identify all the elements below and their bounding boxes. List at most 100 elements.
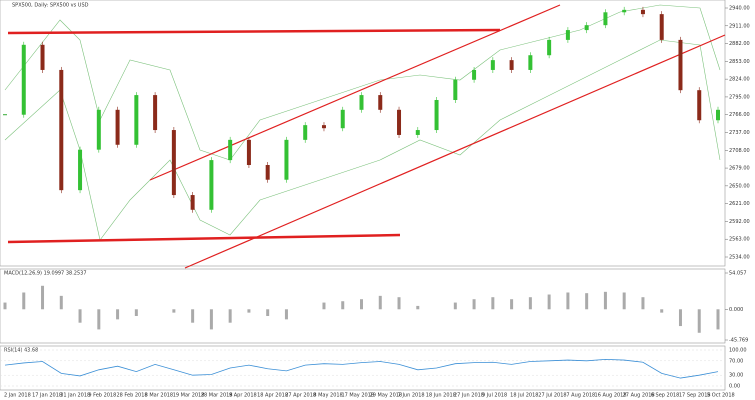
date-label: 17 May 2018: [341, 393, 374, 399]
macd-bar: [22, 292, 26, 310]
macd-bar: [472, 299, 476, 310]
date-label: 9 Jul 2018: [482, 393, 507, 399]
price-tick-label: 2824.00: [729, 77, 750, 83]
candle: [321, 125, 326, 129]
candle: [190, 195, 195, 210]
date-label: 17 Jan 2018: [32, 393, 62, 399]
rsi-tick-label: 0.00: [729, 384, 740, 390]
macd-bar: [547, 294, 551, 310]
macd-bar: [378, 295, 382, 310]
date-label: 18 Jul 2018: [510, 393, 538, 399]
rsi-panel: [0, 345, 726, 391]
macd-bar: [678, 309, 682, 327]
price-tick-label: 2592.00: [729, 219, 750, 225]
price-tick-label: 2679.00: [729, 166, 750, 172]
candle: [716, 109, 720, 121]
date-label: 7 Jun 2018: [398, 393, 425, 399]
date-label: 7 Aug 2018: [566, 393, 595, 399]
date-label: 8 May 2018: [313, 393, 342, 399]
macd-bar: [360, 299, 363, 310]
date-label: 28 Mar 2018: [201, 393, 233, 399]
date-label: 2 Jan 2018: [4, 393, 31, 399]
candle: [678, 39, 683, 91]
macd-tick-label: 0.000: [729, 307, 743, 313]
date-label: 5 Oct 2018: [707, 393, 735, 399]
candle: [359, 95, 364, 110]
candle: [659, 14, 664, 40]
candle: [697, 90, 702, 121]
date-label: 19 Mar 2018: [173, 393, 205, 399]
macd-bar: [491, 297, 495, 310]
candle: [303, 125, 308, 140]
rsi-label: RSI(14) 43.68: [4, 348, 38, 354]
date-label: 27 Jul 2018: [538, 393, 566, 399]
macd-bar: [416, 305, 420, 310]
macd-bar: [566, 292, 570, 310]
candle: [622, 9, 627, 13]
date-label: 6 Sep 2018: [651, 393, 680, 399]
date-label: 17 Sep 2018: [679, 393, 711, 399]
candle: [378, 95, 383, 110]
date-label: 16 Aug 2018: [595, 393, 627, 399]
channel-lower: [184, 34, 726, 269]
candle: [153, 95, 158, 131]
macd-bar: [603, 291, 607, 310]
candle: [265, 165, 270, 180]
date-label: 8 Mar 2018: [145, 393, 174, 399]
price-panel: [0, 0, 726, 267]
macd-bar: [59, 295, 63, 310]
price-tick-label: 2737.00: [729, 130, 750, 136]
macd-bar: [453, 302, 457, 310]
candle: [209, 160, 214, 210]
date-label: 9 Apr 2018: [229, 393, 257, 399]
candle: [284, 139, 289, 180]
macd-bar: [191, 309, 195, 323]
rsi-line: [4, 358, 719, 379]
macd-tick-label: -45.769: [729, 338, 748, 344]
macd-bar: [660, 309, 664, 313]
macd-bar: [247, 309, 251, 313]
date-label: 27 Apr 2018: [285, 393, 316, 399]
candle: [171, 130, 176, 196]
candle: [472, 69, 477, 80]
macd-bar: [622, 292, 626, 310]
candle: [415, 130, 420, 135]
candle: [397, 109, 402, 135]
date-label: 18 Jun 2018: [426, 393, 456, 399]
candle: [40, 44, 45, 70]
price-tick-label: 2882.00: [729, 41, 750, 47]
price-tick-label: 2911.00: [729, 23, 750, 29]
support-line: [7, 233, 401, 244]
macd-bar: [78, 309, 82, 323]
candle: [340, 109, 345, 129]
date-label: 28 Feb 2018: [116, 393, 147, 399]
date-label: 18 Apr 2018: [257, 393, 288, 399]
candle: [547, 39, 552, 56]
candle: [228, 139, 233, 161]
price-tick-label: 2853.00: [729, 59, 750, 65]
macd-label: MACD(12,26,9) 19.0997 38.2537: [4, 271, 87, 277]
macd-bar: [97, 309, 101, 330]
candle: [21, 44, 26, 115]
macd-bar: [134, 309, 138, 316]
macd-bar: [585, 293, 589, 310]
candle: [78, 149, 83, 191]
macd-bar: [341, 301, 345, 310]
rsi-tick-label: 70.00: [729, 358, 743, 364]
bollinger-upper: [4, 4, 721, 161]
price-tick-label: 2766.00: [729, 112, 750, 118]
candle: [246, 139, 251, 166]
date-label: 27 Aug 2018: [623, 393, 655, 399]
candle: [528, 55, 533, 70]
macd-bar: [228, 309, 232, 323]
candle: [115, 109, 120, 145]
macd-bar: [41, 285, 45, 310]
macd-bar: [3, 302, 7, 310]
macd-bar: [209, 309, 213, 330]
channel-upper: [149, 4, 561, 181]
candle: [134, 95, 139, 145]
price-tick-label: 2534.00: [729, 255, 750, 261]
date-label: 9 Feb 2018: [88, 393, 116, 399]
macd-bar: [716, 309, 720, 330]
